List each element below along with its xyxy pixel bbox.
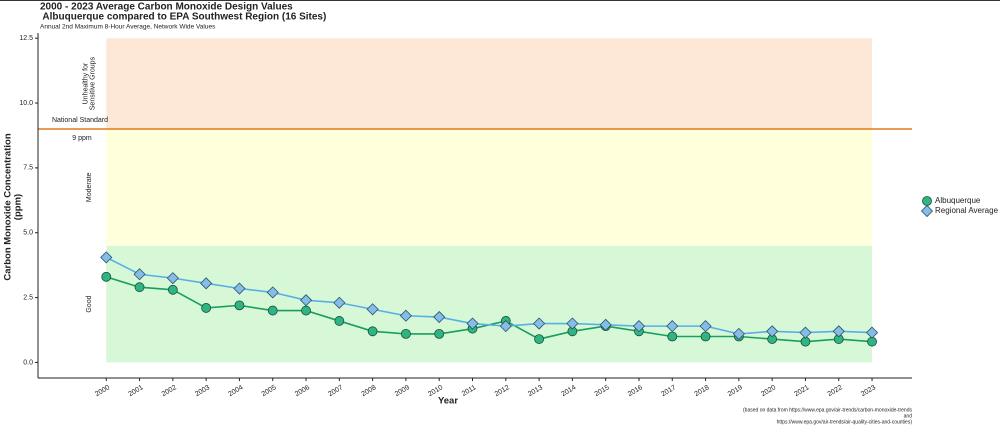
data-point (367, 326, 378, 337)
data-point (865, 326, 879, 339)
data-point (732, 327, 745, 340)
data-point (632, 320, 646, 333)
aqi-band (106, 38, 873, 129)
data-point (699, 320, 712, 333)
data-point (401, 329, 411, 339)
data-point (667, 331, 678, 342)
aqi-band (106, 128, 873, 246)
caption: https://www.epa.gov/air-trends/air-quali… (777, 419, 913, 425)
data-point (399, 309, 412, 322)
x-tick-label: 2006 (294, 384, 311, 398)
data-point (466, 317, 479, 330)
x-tick-label: 2017 (660, 384, 677, 398)
data-point (134, 282, 145, 293)
legend-label: Albuquerque (935, 196, 981, 205)
data-point (366, 303, 379, 316)
chart-title: 2000 - 2023 Average Carbon Monoxide Desi… (40, 2, 293, 13)
x-tick-label: 2002 (161, 384, 178, 398)
x-tick-label: 2011 (461, 384, 478, 398)
data-point (534, 334, 544, 344)
data-point (700, 331, 711, 342)
y-tick-label: 7.5 (23, 165, 33, 172)
data-point (533, 317, 546, 330)
x-tick-label: 2004 (227, 384, 244, 398)
data-point (267, 305, 278, 316)
x-tick-label: 2001 (127, 384, 144, 398)
band-label: Good (86, 295, 93, 312)
data-point (333, 296, 346, 309)
caption: and (904, 413, 913, 419)
data-point (266, 286, 279, 299)
subtitle: Annual 2nd Maximum 8-Hour Average, Netwo… (40, 24, 216, 31)
chart-title: Albuquerque compared to EPA Southwest Re… (40, 12, 326, 23)
x-tick-label: 2014 (560, 384, 577, 398)
data-point (334, 316, 345, 326)
data-point (799, 326, 812, 339)
x-tick-label: 2022 (827, 384, 844, 398)
standard-value-label: 9 ppm (72, 135, 92, 142)
caption: (based on data from https://www.epa.gov/… (743, 407, 912, 413)
band-label: Unhealthy for (82, 62, 89, 104)
data-point (100, 251, 113, 264)
data-point (299, 294, 313, 307)
x-tick-label: 2023 (860, 384, 877, 398)
y-tick-label: 0.0 (23, 359, 33, 366)
x-tick-label: 2016 (627, 384, 644, 398)
standard-label: National Standard (52, 117, 108, 124)
x-tick-label: 2008 (361, 384, 378, 398)
x-tick-label: 2018 (694, 384, 711, 398)
data-point (233, 282, 246, 295)
aqi-band (106, 245, 873, 363)
x-tick-label: 2003 (194, 384, 211, 398)
data-point (499, 320, 512, 333)
data-point (166, 272, 179, 285)
data-point (832, 325, 845, 338)
x-tick-label: 2013 (527, 384, 544, 398)
data-point (101, 271, 112, 282)
x-tick-label: 2020 (760, 384, 777, 398)
y-tick-label: 10.0 (19, 100, 33, 107)
data-point (167, 284, 178, 295)
x-tick-label: 2005 (261, 384, 278, 398)
data-point (666, 320, 679, 333)
data-point (201, 303, 212, 313)
data-point (599, 318, 612, 331)
legend-label: Regional Average (935, 206, 999, 215)
y-tick-label: 12.5 (19, 35, 33, 42)
y-tick-label: 5.0 (23, 230, 33, 237)
data-point (301, 305, 311, 316)
data-point (234, 300, 245, 311)
data-point (434, 329, 445, 339)
data-point (766, 325, 779, 338)
y-axis-label: (ppm) (13, 194, 24, 220)
data-point (433, 310, 446, 324)
x-tick-label: 2000 (94, 384, 111, 398)
x-tick-label: 2007 (327, 384, 344, 398)
x-tick-label: 2019 (727, 384, 744, 398)
data-point (133, 268, 146, 281)
x-axis-label: Year (438, 396, 458, 407)
x-tick-label: 2021 (793, 384, 810, 398)
legend-marker (922, 196, 932, 206)
y-axis-label: Carbon Monoxide Concentration (3, 133, 14, 280)
x-tick-label: 2015 (594, 384, 611, 398)
band-label: Moderate (86, 172, 93, 202)
data-point (566, 317, 579, 330)
y-tick-label: 2.5 (23, 294, 33, 301)
x-tick-label: 2012 (494, 384, 511, 398)
band-label: Sensitive Groups (89, 56, 96, 110)
data-point (200, 277, 213, 290)
legend-marker (920, 204, 934, 218)
x-tick-label: 2009 (394, 384, 411, 398)
